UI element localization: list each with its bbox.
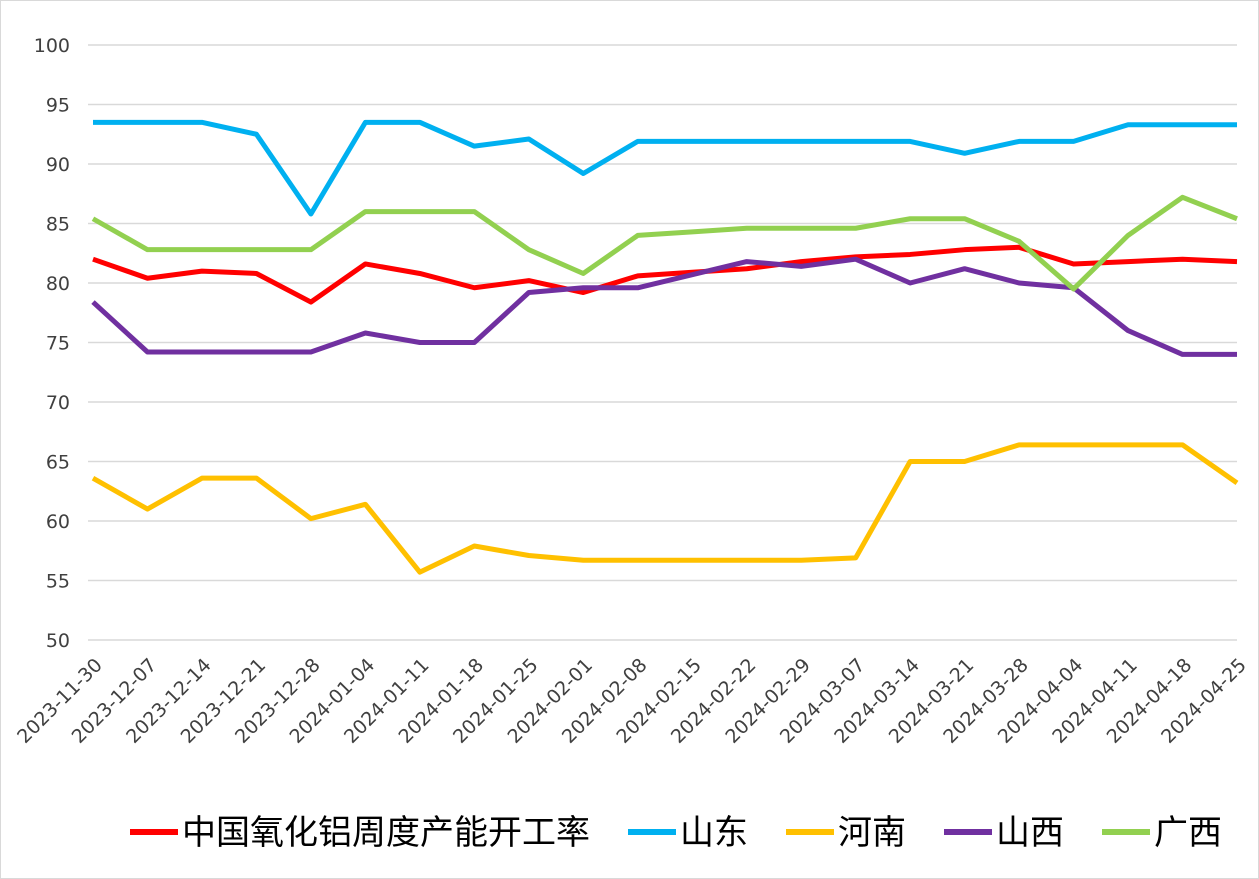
series-line <box>93 119 1237 217</box>
legend-label: 山西 <box>996 813 1064 853</box>
legend-label: 河南 <box>838 813 906 853</box>
y-tick-label: 50 <box>46 630 70 652</box>
y-tick-label: 65 <box>46 452 70 474</box>
y-tick-label: 60 <box>46 511 70 533</box>
series-line <box>92 244 1238 305</box>
legend-label: 山东 <box>680 813 748 853</box>
y-tick-label: 95 <box>46 95 70 117</box>
series-line <box>91 256 1237 357</box>
legend-label: 中国氧化铝周度产能开工率 <box>182 813 590 853</box>
series-line <box>91 442 1239 575</box>
y-tick-label: 70 <box>46 392 70 414</box>
y-tick-label: 55 <box>46 571 70 593</box>
y-tick-label: 80 <box>46 273 70 295</box>
y-tick-label: 75 <box>46 333 70 355</box>
legend-label: 广西 <box>1154 813 1222 853</box>
series-line <box>91 194 1238 292</box>
y-tick-label: 85 <box>46 214 70 236</box>
y-tick-label: 100 <box>34 35 70 57</box>
y-tick-label: 90 <box>46 154 70 176</box>
